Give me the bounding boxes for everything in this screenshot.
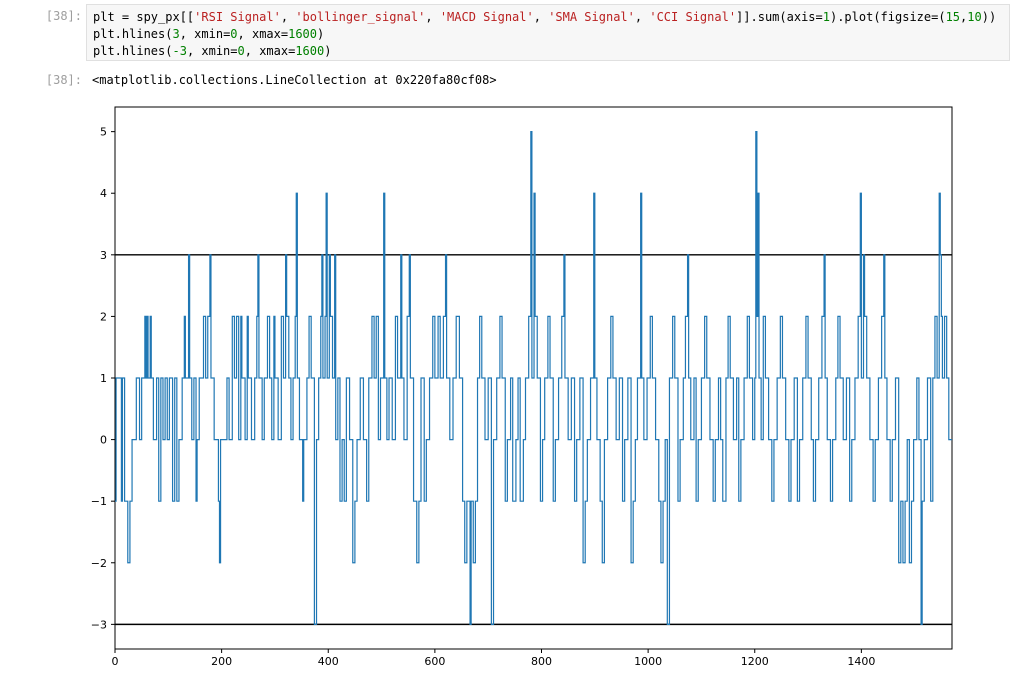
line1-token: ,: [533, 10, 549, 24]
line3-token: ): [324, 44, 332, 58]
x-tick-label: 200: [211, 655, 232, 668]
x-tick-label: 400: [318, 655, 339, 668]
line3-token: , xmax=: [244, 44, 296, 58]
line3-token: 0: [237, 44, 245, 58]
line2-token: , xmin=: [179, 27, 231, 41]
line1-token: ).plot(figsize=(: [829, 10, 946, 24]
line3-token: plt.hlines(: [93, 44, 173, 58]
y-tick-label: −1: [91, 495, 107, 508]
line1-token: plt = spy_px[[: [93, 10, 195, 24]
line1-token: 1: [822, 10, 830, 24]
y-tick-label: −3: [91, 618, 107, 631]
line2-token: ): [317, 27, 325, 41]
plot-area: [114, 106, 953, 650]
line1-token: 'SMA Signal': [548, 10, 635, 24]
code-line-2: plt.hlines(3, xmin=0, xmax=1600): [93, 27, 324, 41]
line1-token: 'bollinger_signal': [295, 10, 426, 24]
input-prompt: [38]:: [45, 9, 82, 23]
signal-sum-line: [115, 131, 952, 625]
y-tick-label: −2: [91, 557, 107, 570]
x-axis-ticks: 0 200 400 600 800 1000 1200 1400: [112, 649, 875, 668]
line3-token: , xmin=: [186, 44, 238, 58]
line1-token: ,: [960, 10, 968, 24]
code-input-cell[interactable]: [38]: plt = spy_px[['RSI Signal', 'bolli…: [0, 0, 1010, 64]
code-line-3: plt.hlines(-3, xmin=0, xmax=1600): [93, 44, 331, 58]
y-tick-label: 4: [100, 187, 107, 200]
x-tick-label: 0: [112, 655, 119, 668]
y-axis-ticks: −3 −2 −1 0 1 2 3 4 5: [91, 126, 115, 631]
line1-token: 'RSI Signal': [194, 10, 281, 24]
x-tick-label: 600: [424, 655, 445, 668]
line1-token: 10: [967, 10, 982, 24]
y-tick-label: 5: [100, 126, 107, 139]
output-prompt: [38]:: [45, 73, 82, 87]
y-tick-label: 1: [100, 372, 107, 385]
threshold-lines: [115, 254, 952, 626]
line1-token: ,: [425, 10, 440, 24]
line2-token: plt.hlines(: [93, 27, 173, 41]
line2-token: 3: [172, 27, 180, 41]
line3-token: -3: [172, 44, 187, 58]
line1-token: 'MACD Signal': [439, 10, 534, 24]
y-tick-label: 2: [100, 310, 107, 323]
line1-token: )): [981, 10, 997, 24]
line2-token: 1600: [288, 27, 318, 41]
line1-token: ,: [280, 10, 296, 24]
line1-token: ,: [634, 10, 650, 24]
code-editor[interactable]: plt = spy_px[['RSI Signal', 'bollinger_s…: [86, 4, 1010, 61]
line1-token: 'CCI Signal': [649, 10, 737, 24]
y-tick-label: 0: [100, 434, 107, 447]
x-tick-label: 800: [531, 655, 552, 668]
line2-token: 0: [230, 27, 238, 41]
output-text: <matplotlib.collections.LineCollection a…: [92, 73, 497, 87]
line2-token: , xmax=: [237, 27, 289, 41]
x-tick-label: 1200: [741, 655, 769, 668]
y-tick-label: 3: [100, 249, 107, 262]
code-line-1: plt = spy_px[['RSI Signal', 'bollinger_s…: [93, 10, 996, 24]
line1-token: 15: [945, 10, 961, 24]
line3-token: 1600: [295, 44, 325, 58]
x-tick-label: 1000: [634, 655, 662, 668]
line1-token: ]].sum(axis=: [736, 10, 823, 24]
x-tick-label: 1400: [847, 655, 875, 668]
